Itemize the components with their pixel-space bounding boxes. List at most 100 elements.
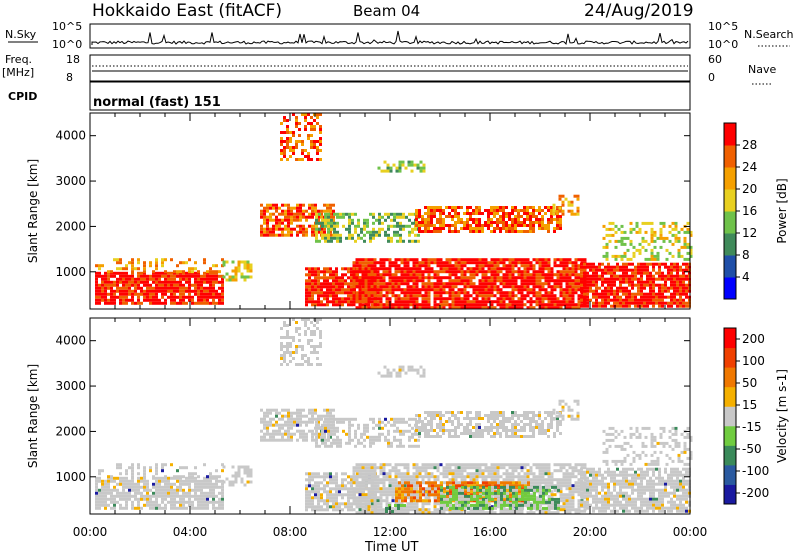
power-cell (354, 239, 357, 243)
velocity-cell (318, 444, 321, 448)
power-cell (402, 227, 405, 231)
velocity-cell (391, 466, 395, 470)
velocity-cell (280, 327, 283, 330)
power-cell (499, 291, 503, 295)
power-cell (505, 230, 508, 233)
power-cell (329, 282, 332, 286)
power-cell (466, 303, 470, 307)
velocity-cell (290, 438, 293, 442)
power-cell (517, 212, 520, 215)
power-cell (517, 261, 521, 265)
power-cell (556, 215, 559, 218)
power-cell (364, 279, 368, 283)
power-cell (604, 277, 607, 281)
power-cell (433, 270, 437, 274)
power-cell (203, 286, 206, 290)
power-cell (451, 273, 455, 277)
power-cell (113, 289, 116, 293)
power-cell (652, 295, 655, 299)
power-cell (379, 288, 383, 292)
power-cell (119, 295, 122, 299)
power-cell (243, 275, 247, 279)
power-cell (448, 285, 452, 289)
velocity-cell (317, 508, 320, 512)
power-cell (218, 295, 221, 299)
power-cell (646, 268, 649, 272)
velocity-cell (170, 482, 173, 486)
power-cell (649, 283, 652, 287)
power-cell (526, 224, 529, 227)
power-cell (637, 298, 640, 302)
velocity-cell (412, 475, 416, 479)
power-cell (586, 289, 589, 293)
velocity-cell (284, 420, 287, 424)
power-cell (286, 131, 289, 134)
power-cell (400, 276, 404, 280)
power-cell (399, 227, 402, 231)
power-cell (520, 285, 524, 289)
velocity-cell (356, 496, 359, 500)
velocity-cell (363, 423, 366, 427)
power-cell (188, 289, 191, 293)
power-cell (191, 301, 194, 305)
velocity-cell (405, 420, 408, 424)
power-cell (318, 227, 321, 231)
velocity-cell (215, 476, 218, 480)
colorbar-segment (724, 123, 736, 146)
colorbar-segment (724, 255, 736, 278)
velocity-cell (317, 484, 320, 488)
power-cell (391, 264, 395, 268)
power-cell (197, 277, 200, 281)
power-cell (520, 294, 524, 298)
power-cell (451, 300, 455, 304)
velocity-cell (164, 475, 167, 479)
power-cell (375, 230, 378, 234)
power-cell (682, 298, 685, 302)
power-cell (583, 289, 586, 293)
power-cell (520, 300, 524, 304)
power-cell (287, 209, 290, 213)
velocity-cell (335, 487, 338, 491)
power-cell (424, 230, 427, 233)
velocity-cell (348, 432, 351, 436)
velocity-cell (107, 497, 110, 501)
power-cell (626, 248, 630, 252)
power-cell (568, 306, 572, 310)
power-cell (643, 295, 646, 299)
velocity-cell (367, 511, 371, 515)
power-cell (493, 227, 496, 230)
power-cell (402, 212, 405, 216)
velocity-cell (414, 438, 417, 442)
power-cell (352, 270, 356, 274)
power-cell (243, 263, 247, 267)
power-cell (358, 291, 362, 295)
power-cell (652, 298, 655, 302)
velocity-cell (293, 423, 296, 427)
power-cell (311, 206, 314, 210)
power-cell (589, 298, 592, 302)
power-cell (602, 236, 606, 240)
power-cell (313, 140, 316, 143)
velocity-cell (321, 429, 324, 433)
power-cell (547, 264, 551, 268)
velocity-cell (311, 508, 314, 512)
velocity-cell (113, 506, 116, 510)
power-cell (421, 273, 425, 277)
power-cell (140, 286, 143, 290)
power-cell (228, 278, 232, 282)
power-cell (602, 254, 606, 258)
power-cell (430, 221, 433, 224)
velocity-cell (364, 475, 368, 479)
power-cell (413, 163, 417, 167)
power-cell (185, 274, 188, 278)
power-cell (352, 288, 356, 292)
velocity-cell (326, 496, 329, 500)
velocity-cell (347, 493, 350, 497)
power-cell (284, 212, 287, 216)
power-cell (433, 230, 436, 233)
power-cell (376, 306, 380, 310)
power-cell (427, 294, 431, 298)
velocity-cell (317, 481, 320, 485)
power-cell (379, 279, 383, 283)
power-cell (553, 264, 557, 268)
